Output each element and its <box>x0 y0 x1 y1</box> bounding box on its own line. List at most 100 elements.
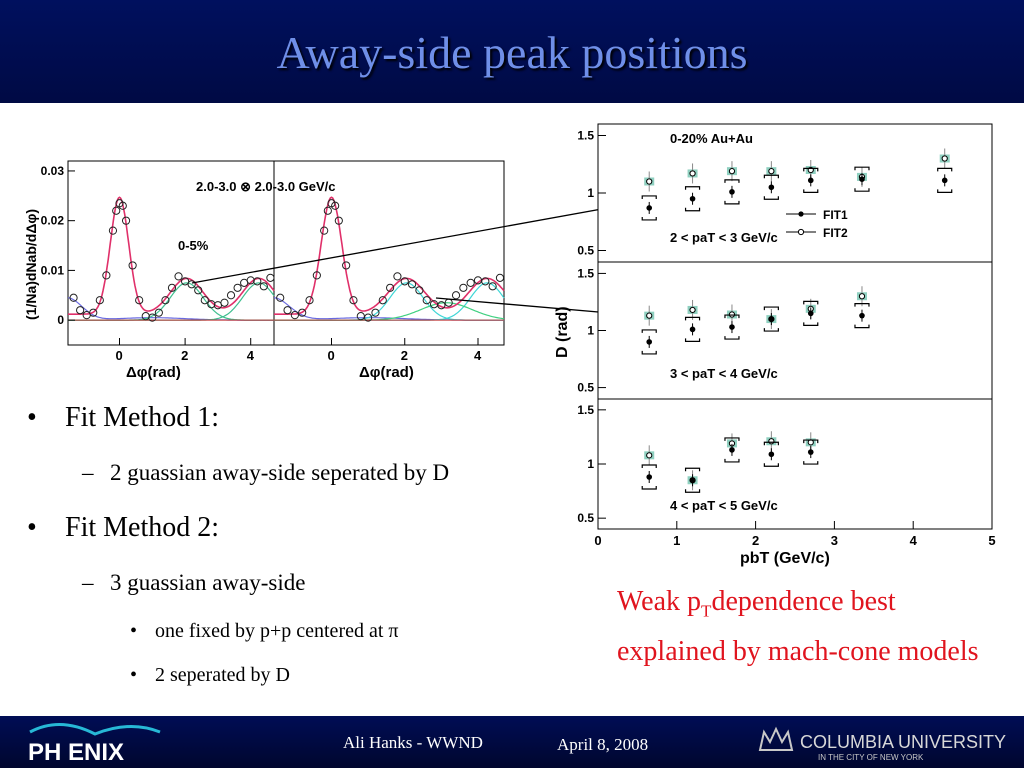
pt-panel-frame-2 <box>597 261 993 400</box>
columbia-logo-subtext: IN THE CITY OF NEW YORK <box>818 753 924 762</box>
bullet-text: one fixed by p+p centered at π <box>155 620 399 642</box>
fit1-point <box>807 310 814 317</box>
data-point <box>95 296 104 305</box>
legend: FIT1 FIT2 <box>786 208 848 240</box>
fit1-sys-bracket <box>763 441 779 467</box>
legend-label-fit2: FIT2 <box>823 226 848 240</box>
data-point <box>112 206 121 215</box>
data-point <box>385 283 395 292</box>
pt-x-axis-label: pbT (GeV/c) <box>740 550 830 567</box>
slide-title: Away-side peak positions <box>276 27 748 78</box>
x-tick-label: 1 <box>673 533 680 548</box>
data-point <box>488 282 497 291</box>
data-point <box>246 276 255 285</box>
data-point <box>128 261 137 270</box>
fit2-point <box>768 438 775 445</box>
y-tick-label: 1 <box>587 324 594 338</box>
data-point <box>364 313 373 322</box>
data-point <box>154 308 163 317</box>
bullet-text: Fit Method 2: <box>65 512 220 543</box>
data-point <box>194 286 203 295</box>
pt-panel-label-1: 2 < paT < 3 GeV/c <box>670 230 778 245</box>
bullet-marker: • <box>130 664 138 686</box>
fit2-point <box>858 293 866 300</box>
crown-icon <box>758 726 794 751</box>
note-text-start: Weak p <box>617 586 702 617</box>
y-tick-label: 1 <box>587 186 594 200</box>
fit1-sys-bracket <box>763 174 779 200</box>
data-point <box>334 216 343 225</box>
note-text-end: dependence best explained by mach-cone m… <box>617 586 979 667</box>
data-point <box>495 273 505 282</box>
fit1-point <box>859 312 865 319</box>
phenix-logo: PH ENIX <box>28 722 161 766</box>
data-point <box>437 301 446 310</box>
y-tick-label: 0.03 <box>41 164 65 178</box>
fit1-point <box>689 195 696 202</box>
data-point <box>226 291 236 300</box>
legend-marker-fit2 <box>797 228 805 236</box>
y-axis-label: (1/Na)dNab/dΔφ) <box>23 209 39 320</box>
data-point <box>187 280 196 289</box>
data-points <box>69 199 505 322</box>
y-tick-label: 1 <box>587 457 594 471</box>
y-tick-label: 1.5 <box>577 403 594 417</box>
fit1-sys-bracket <box>854 303 870 329</box>
title-bar: Away-side peak positions <box>0 0 1024 103</box>
data-point <box>422 296 431 305</box>
data-point <box>102 271 111 280</box>
data-point <box>161 296 170 305</box>
fit1-point <box>941 177 948 184</box>
data-point <box>266 273 275 282</box>
bullet-marker: • <box>27 512 37 543</box>
data-point <box>200 296 209 305</box>
data-point <box>451 291 461 300</box>
data-point <box>207 300 216 309</box>
data-point <box>220 298 229 307</box>
data-point <box>393 272 402 281</box>
footer-bar <box>0 716 1024 768</box>
y-tick-label: 0.5 <box>577 244 594 258</box>
fit2-point <box>768 168 775 175</box>
fit1-point <box>859 176 865 182</box>
fit2-point <box>646 312 653 319</box>
data-point <box>148 313 157 322</box>
sub-sub-bullet-fixed: • one fixed by p+p centered at π <box>130 620 399 643</box>
note-subscript: T <box>701 601 712 621</box>
data-point <box>312 271 321 280</box>
data-point <box>118 201 127 210</box>
data-point <box>342 261 351 270</box>
y-tick-label: 0 <box>57 313 64 327</box>
fit1-point <box>646 205 653 211</box>
data-point <box>305 296 314 305</box>
data-point <box>290 311 299 320</box>
data-point <box>349 296 358 305</box>
bullet-fit-method-1: • Fit Method 1: <box>27 402 219 434</box>
data-point <box>481 277 490 286</box>
fit1-point <box>768 316 775 322</box>
x-axis-label-left: Δφ(rad) <box>126 364 181 381</box>
x-tick-label: 4 <box>910 533 918 548</box>
bullet-text: 2 seperated by D <box>155 664 290 686</box>
bullet-text: Fit Method 1: <box>65 402 220 433</box>
x-axis-label-right: Δφ(rad) <box>359 364 414 381</box>
panel-frame-right <box>273 160 505 346</box>
fit1-sys-bracket <box>641 464 657 490</box>
fit1-point <box>689 477 696 484</box>
d-y-axis-label: D (rad) <box>554 306 571 358</box>
data-point <box>121 216 131 225</box>
x-tick-label: 3 <box>831 533 838 548</box>
fit1-sys-bracket <box>803 300 819 326</box>
fit1-sys-bracket <box>937 167 953 193</box>
fit1-point <box>646 474 653 480</box>
d-data-points <box>641 148 953 493</box>
bullet-fit-method-2: • Fit Method 2: <box>27 512 219 544</box>
data-point <box>167 283 177 292</box>
fit1-sys-bracket <box>724 437 740 463</box>
x-tick-label: 0 <box>328 348 335 363</box>
d-axis-ticks: 0.5 1 1.5 0.5 1 1.5 0.5 1 1.5 0 1 2 3 4 5 <box>577 129 995 549</box>
x-tick-label: 0 <box>116 348 123 363</box>
fit1-sys-bracket <box>684 316 701 342</box>
system-annotation: 0-20% Au+Au <box>670 131 753 146</box>
x-tick-label: 0 <box>594 533 601 548</box>
